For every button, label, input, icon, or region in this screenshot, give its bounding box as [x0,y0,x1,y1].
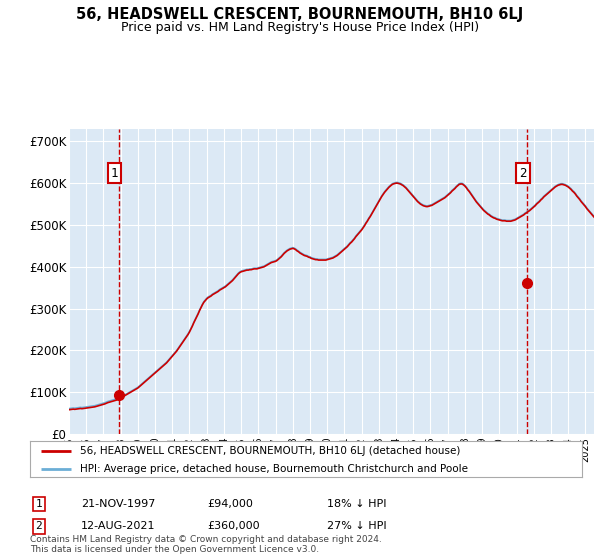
Text: 2: 2 [35,521,43,531]
Text: 21-NOV-1997: 21-NOV-1997 [81,499,155,509]
Text: 12-AUG-2021: 12-AUG-2021 [81,521,155,531]
Text: 1: 1 [35,499,43,509]
Text: 18% ↓ HPI: 18% ↓ HPI [327,499,386,509]
Text: £360,000: £360,000 [207,521,260,531]
Text: Contains HM Land Registry data © Crown copyright and database right 2024.
This d: Contains HM Land Registry data © Crown c… [30,535,382,554]
Text: Price paid vs. HM Land Registry's House Price Index (HPI): Price paid vs. HM Land Registry's House … [121,21,479,34]
Text: 2: 2 [519,166,527,180]
Text: £94,000: £94,000 [207,499,253,509]
Text: 56, HEADSWELL CRESCENT, BOURNEMOUTH, BH10 6LJ (detached house): 56, HEADSWELL CRESCENT, BOURNEMOUTH, BH1… [80,446,460,455]
Text: 27% ↓ HPI: 27% ↓ HPI [327,521,386,531]
Text: 56, HEADSWELL CRESCENT, BOURNEMOUTH, BH10 6LJ: 56, HEADSWELL CRESCENT, BOURNEMOUTH, BH1… [76,7,524,22]
Text: HPI: Average price, detached house, Bournemouth Christchurch and Poole: HPI: Average price, detached house, Bour… [80,464,467,474]
Text: 1: 1 [110,166,118,180]
